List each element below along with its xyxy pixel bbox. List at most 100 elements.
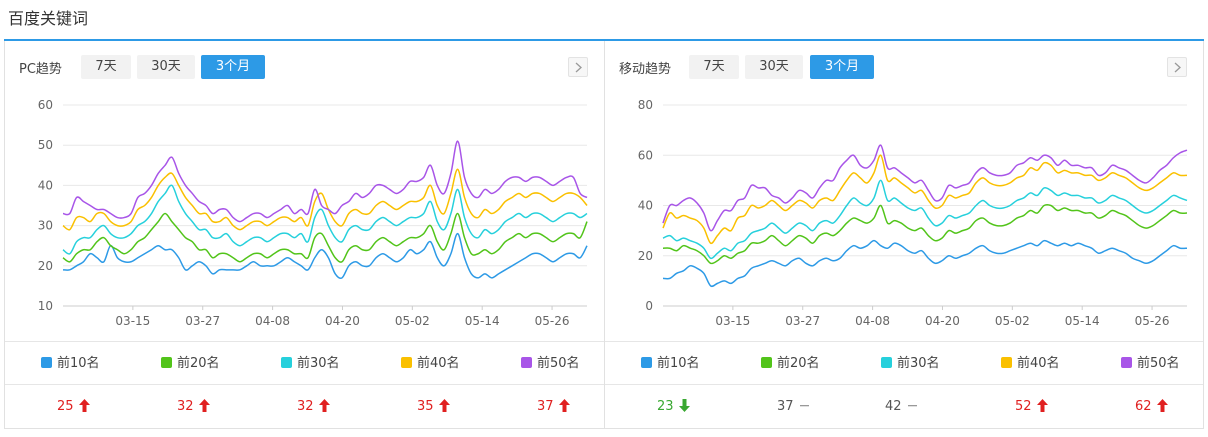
legend-item-top20[interactable]: 前20名 (161, 356, 220, 372)
x-tick-label: 03-15 (715, 314, 750, 328)
tab-7-days[interactable]: 7天 (689, 55, 739, 79)
x-tick-label: 05-14 (1065, 314, 1100, 328)
value-number: 25 (57, 399, 74, 414)
legend-item-top20[interactable]: 前20名 (761, 356, 820, 372)
dash-icon (907, 405, 917, 407)
value-number: 32 (177, 399, 194, 414)
panel-label: PC趋势 (19, 62, 62, 77)
chevron-right-icon (1174, 62, 1181, 73)
next-button[interactable] (568, 57, 588, 77)
x-tick-label: 03-27 (185, 314, 220, 328)
legend-label: 前20名 (177, 356, 220, 371)
value-top20: 37 (777, 399, 810, 415)
legend-swatch (281, 357, 292, 368)
y-tick-label: 50 (38, 138, 53, 152)
legend-item-top40[interactable]: 前40名 (1001, 356, 1060, 372)
y-tick-label: 60 (38, 98, 53, 112)
y-tick-label: 0 (645, 299, 653, 313)
series-line-3 (62, 184, 588, 255)
legend-item-top50[interactable]: 前50名 (1121, 356, 1180, 372)
current-values: 23 37 42 52 62 (605, 386, 1203, 428)
series-line-4 (62, 168, 588, 231)
legend: 前10名 前20名 前30名 前40名 前50名 (5, 341, 604, 385)
series-line-4 (662, 154, 1188, 245)
arrow-up-icon (78, 399, 90, 412)
y-tick-label: 40 (38, 178, 53, 192)
x-tick-label: 05-26 (535, 314, 570, 328)
arrow-up-icon (318, 399, 330, 412)
title-divider (4, 39, 1204, 41)
value-top20: 32 (177, 399, 210, 415)
series-line-1 (662, 239, 1188, 288)
legend-label: 前10名 (57, 356, 100, 371)
legend-item-top40[interactable]: 前40名 (401, 356, 460, 372)
arrow-up-icon (438, 399, 450, 412)
tab-3-months[interactable]: 3个月 (810, 55, 874, 79)
arrow-up-icon (1156, 399, 1168, 412)
x-tick-label: 05-26 (1135, 314, 1170, 328)
pc-trend-chart: 10 20 30 40 50 60 03-15 03-27 04-08 04-20 05-02 05-… (38, 98, 588, 328)
value-number: 35 (417, 399, 434, 414)
arrow-up-icon (198, 399, 210, 412)
legend-swatch (161, 357, 172, 368)
value-number: 23 (657, 399, 674, 414)
value-number: 32 (297, 399, 314, 414)
legend-swatch (1001, 357, 1012, 368)
dash-icon (799, 405, 809, 407)
legend-swatch (401, 357, 412, 368)
y-tick-label: 10 (38, 299, 53, 313)
legend-swatch (881, 357, 892, 368)
x-tick-label: 04-08 (855, 314, 890, 328)
series-line-2 (662, 203, 1188, 265)
x-tick-label: 04-08 (255, 314, 290, 328)
panel-label: 移动趋势 (619, 62, 672, 77)
legend-label: 前10名 (657, 356, 700, 371)
mobile-trend-chart: 0 20 40 60 80 03-15 03-27 04-08 04-20 05-02 05-14 0… (638, 98, 1188, 328)
page-title: 百度关键词 (8, 9, 89, 28)
legend-label: 前30名 (297, 356, 340, 371)
x-tick-label: 05-14 (465, 314, 500, 328)
legend-label: 前20名 (777, 356, 820, 371)
value-number: 37 (537, 399, 554, 414)
value-number: 62 (1135, 399, 1152, 414)
series-line-5 (662, 144, 1188, 232)
legend-item-top10[interactable]: 前10名 (41, 356, 100, 372)
value-top40: 35 (417, 399, 450, 415)
legend-item-top30[interactable]: 前30名 (881, 356, 940, 372)
x-tick-label: 03-15 (115, 314, 150, 328)
y-tick-label: 20 (638, 249, 653, 263)
legend-item-top50[interactable]: 前50名 (521, 356, 580, 372)
value-top50: 37 (537, 399, 570, 415)
value-number: 37 (777, 399, 794, 414)
tab-3-months[interactable]: 3个月 (201, 55, 265, 79)
value-top10: 23 (657, 399, 690, 415)
x-tick-label: 04-20 (325, 314, 360, 328)
legend-label: 前40名 (1017, 356, 1060, 371)
legend-swatch (521, 357, 532, 368)
current-values: 25 32 32 35 37 (5, 386, 604, 428)
legend-label: 前50名 (537, 356, 580, 371)
tab-30-days[interactable]: 30天 (137, 55, 195, 79)
y-tick-label: 60 (638, 148, 653, 162)
panel-header: 移动趋势 7天 30天 3个月 (605, 55, 1203, 79)
series-line-5 (62, 140, 588, 223)
legend-label: 前30名 (897, 356, 940, 371)
value-top40: 52 (1015, 399, 1048, 415)
tab-7-days[interactable]: 7天 (81, 55, 131, 79)
x-tick-label: 03-27 (785, 314, 820, 328)
x-tick-label: 04-20 (925, 314, 960, 328)
series-line-2 (62, 212, 588, 263)
legend-swatch (761, 357, 772, 368)
legend-label: 前40名 (417, 356, 460, 371)
tab-30-days[interactable]: 30天 (745, 55, 803, 79)
value-top50: 62 (1135, 399, 1168, 415)
legend-item-top30[interactable]: 前30名 (281, 356, 340, 372)
value-number: 52 (1015, 399, 1032, 414)
value-top30: 32 (297, 399, 330, 415)
next-button[interactable] (1167, 57, 1187, 77)
legend-swatch (41, 357, 52, 368)
legend-item-top10[interactable]: 前10名 (641, 356, 700, 372)
series-line-1 (62, 232, 588, 280)
value-top10: 25 (57, 399, 90, 415)
legend: 前10名 前20名 前30名 前40名 前50名 (605, 341, 1203, 385)
